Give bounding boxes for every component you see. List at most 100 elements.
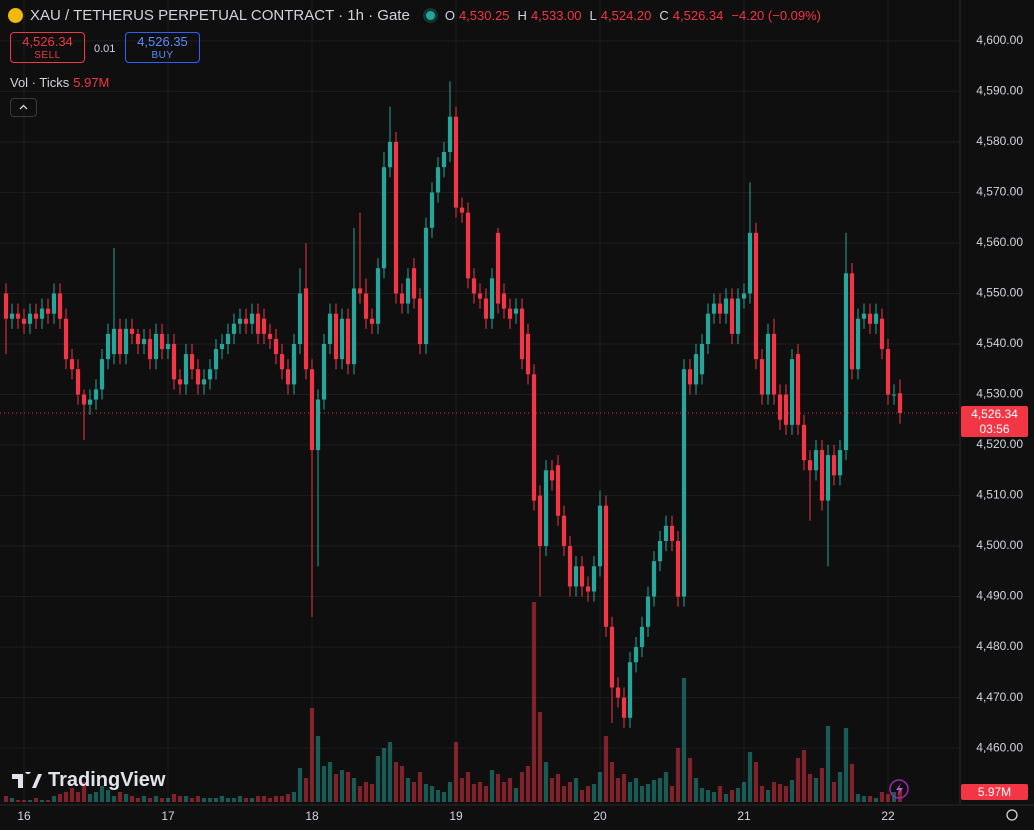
- candle-body: [267, 333, 273, 339]
- candle-body: [633, 647, 639, 663]
- volume-bar: [519, 772, 525, 802]
- candle-body: [339, 318, 345, 360]
- candle-body: [555, 465, 561, 516]
- candle-body: [21, 318, 27, 324]
- y-tick-label: 4,590.00: [976, 84, 1023, 98]
- volume-bar: [477, 782, 483, 802]
- volume-bar: [177, 796, 183, 802]
- volume-bar: [747, 752, 753, 802]
- buy-price: 4,526.35: [137, 34, 188, 49]
- volume-bar: [825, 726, 831, 802]
- high-label: H: [517, 8, 527, 23]
- candle-body: [279, 354, 285, 370]
- volume-bar: [117, 792, 123, 802]
- sell-price: 4,526.34: [22, 34, 73, 49]
- candle-body: [747, 232, 753, 294]
- candle-body: [333, 313, 339, 360]
- candle-body: [597, 505, 603, 567]
- volume-legend-value: 5.97M: [73, 75, 110, 90]
- candle-body: [873, 313, 879, 324]
- volume-bar: [687, 758, 693, 802]
- volume-bar: [57, 794, 63, 802]
- settings-icon[interactable]: [1006, 809, 1018, 821]
- volume-bar: [627, 782, 633, 802]
- candle-body: [297, 293, 303, 344]
- alert-icon[interactable]: [889, 779, 909, 799]
- chevron: [19, 104, 28, 110]
- volume-bar: [21, 800, 27, 802]
- buy-button[interactable]: 4,526.35 BUY: [125, 32, 200, 63]
- candle-body: [429, 192, 435, 228]
- volume-bar: [303, 778, 309, 802]
- volume-bar: [639, 786, 645, 802]
- volume-bar: [501, 782, 507, 802]
- volume-bar: [69, 788, 75, 802]
- volume-bar: [81, 782, 87, 802]
- candle-body: [249, 313, 255, 324]
- volume-bar: [663, 772, 669, 802]
- candle-body: [171, 343, 177, 380]
- volume-bar: [279, 796, 285, 802]
- sell-button[interactable]: 4,526.34 SELL: [10, 32, 85, 63]
- candle-body: [117, 328, 123, 355]
- y-tick-label: 4,600.00: [976, 33, 1023, 47]
- volume-bar: [741, 782, 747, 802]
- volume-bar: [45, 800, 51, 802]
- candle-body: [855, 318, 861, 370]
- low-value: 4,524.20: [600, 8, 652, 23]
- candle-body: [897, 393, 903, 413]
- volume-bar: [123, 794, 129, 802]
- brand-logo: [12, 771, 42, 788]
- last-volume-badge: 5.97M: [961, 784, 1028, 801]
- candle-body: [291, 343, 297, 385]
- volume-bar: [141, 796, 147, 802]
- candle-body: [141, 338, 147, 344]
- candle-body: [69, 359, 75, 370]
- candle-body: [693, 354, 699, 385]
- candle-body: [57, 293, 63, 319]
- volume-bar: [147, 798, 153, 802]
- volume-bar: [495, 774, 501, 802]
- collapse-icon: [19, 104, 28, 110]
- candle-body: [645, 596, 651, 627]
- volume-bar: [285, 794, 291, 802]
- volume-bar: [339, 770, 345, 802]
- candle-body: [729, 298, 735, 334]
- high-value: 4,533.00: [530, 8, 582, 23]
- volume-bar: [585, 786, 591, 802]
- volume-bar: [843, 728, 849, 802]
- alert-bolt: [896, 783, 903, 796]
- volume-bar: [399, 766, 405, 802]
- candle-body: [789, 359, 795, 425]
- candle-body: [105, 333, 111, 360]
- candle-body: [723, 298, 729, 314]
- candle-body: [9, 313, 15, 319]
- candle-body: [183, 354, 189, 385]
- y-tick-label: 4,470.00: [976, 690, 1023, 704]
- candle-body: [639, 626, 645, 648]
- volume-bar: [615, 778, 621, 802]
- collapse-button[interactable]: [10, 98, 37, 117]
- candle-body: [201, 379, 207, 385]
- candle-body: [387, 141, 393, 168]
- y-tick-label: 4,510.00: [976, 488, 1023, 502]
- candle-body: [507, 308, 513, 319]
- volume-bar: [675, 748, 681, 802]
- volume-bar: [159, 798, 165, 802]
- candles: [0, 81, 960, 728]
- countdown: 03:56: [979, 421, 1010, 436]
- candle-body: [567, 546, 573, 587]
- volume-bar: [819, 768, 825, 802]
- candle-body: [357, 288, 363, 294]
- candle-body: [687, 369, 693, 385]
- candle-body: [675, 540, 681, 597]
- volume-bar: [879, 792, 885, 802]
- candle-body: [489, 278, 495, 319]
- volume-bar: [351, 778, 357, 802]
- candle-body: [399, 293, 405, 304]
- y-tick-label: 4,520.00: [976, 437, 1023, 451]
- candle-body: [453, 116, 459, 208]
- volume-bar: [273, 796, 279, 802]
- candle-body: [579, 566, 585, 587]
